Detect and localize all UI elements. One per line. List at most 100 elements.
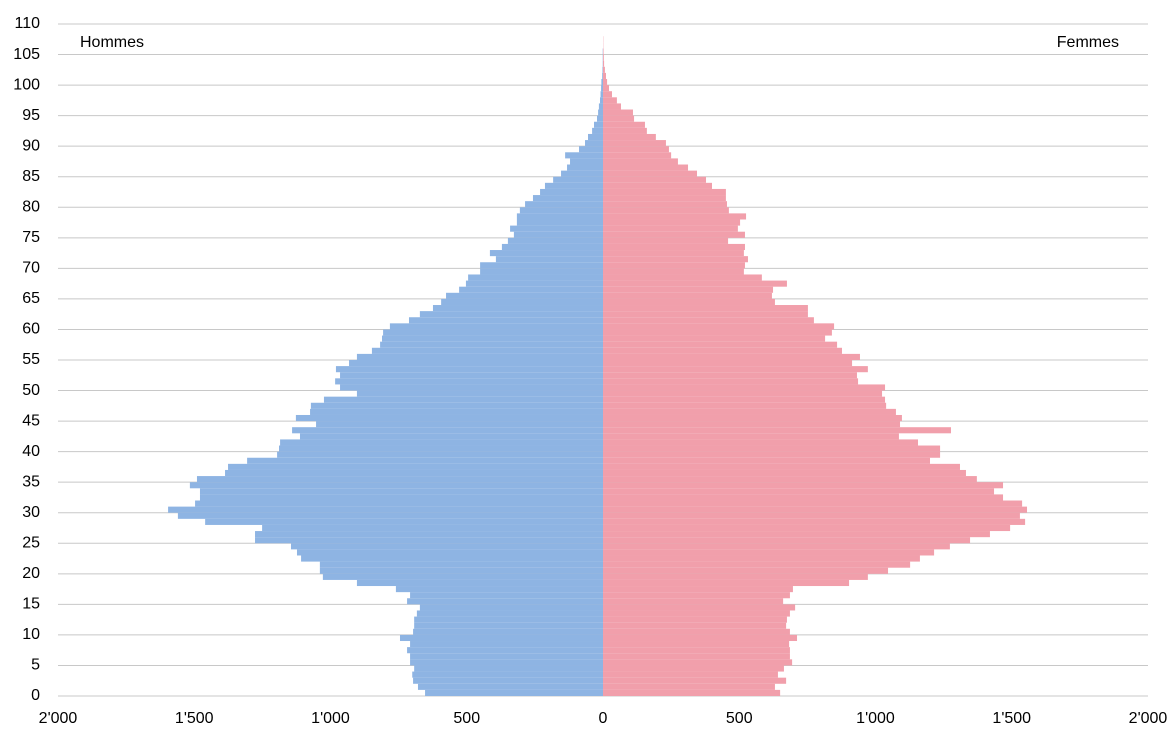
- bar: [603, 103, 621, 110]
- bar: [603, 408, 896, 415]
- bar: [603, 402, 887, 409]
- bar: [413, 677, 603, 684]
- bar: [295, 414, 603, 422]
- bar: [603, 469, 966, 477]
- bar: [340, 384, 603, 391]
- bar: [177, 512, 603, 519]
- bar: [603, 146, 669, 153]
- y-tick-label: 100: [13, 76, 40, 93]
- bar: [495, 256, 603, 263]
- bar: [603, 451, 941, 458]
- bar: [603, 604, 796, 611]
- y-tick-label: 45: [22, 412, 40, 429]
- bar: [603, 677, 787, 684]
- bar: [603, 500, 1023, 507]
- bar: [407, 647, 603, 654]
- bar: [598, 109, 603, 116]
- x-tick-label: 0: [599, 710, 608, 727]
- y-tick-label: 40: [22, 443, 40, 460]
- legend-label: Femmes: [1057, 34, 1119, 51]
- bar: [603, 268, 744, 275]
- bar: [399, 634, 603, 642]
- bar: [507, 237, 603, 244]
- bar: [603, 512, 1020, 519]
- bar: [603, 463, 960, 470]
- bar: [410, 641, 603, 648]
- bar: [603, 378, 859, 385]
- bar: [228, 463, 604, 470]
- bar: [532, 195, 603, 202]
- bar: [603, 305, 808, 312]
- bar: [603, 78, 608, 86]
- bar: [603, 384, 886, 391]
- y-tick-label: 0: [31, 687, 40, 704]
- y-tick-label: 80: [22, 198, 40, 215]
- bar: [603, 488, 995, 495]
- bar: [603, 140, 666, 147]
- x-tick-label: 500: [726, 710, 753, 727]
- bar: [600, 91, 603, 98]
- bar: [603, 317, 814, 324]
- bar: [603, 335, 826, 342]
- bar: [600, 97, 603, 104]
- bar: [380, 341, 603, 348]
- bar: [570, 158, 603, 165]
- bar: [340, 372, 603, 379]
- bar: [567, 164, 603, 171]
- bar: [603, 683, 775, 690]
- y-tick-label: 10: [22, 626, 40, 643]
- bar: [603, 579, 850, 587]
- bar: [561, 170, 603, 177]
- bar: [356, 353, 603, 360]
- bar: [468, 274, 603, 281]
- bar: [603, 390, 883, 397]
- bar: [602, 72, 603, 79]
- bar: [425, 689, 603, 696]
- bar: [205, 518, 603, 525]
- bar: [603, 115, 635, 122]
- y-tick-label: 110: [14, 15, 40, 32]
- bar: [603, 665, 784, 672]
- x-tick-label: 500: [453, 710, 480, 727]
- bar: [601, 78, 603, 86]
- bar: [603, 72, 606, 79]
- bar: [417, 683, 603, 690]
- bar: [603, 85, 609, 92]
- y-tick-label: 70: [22, 260, 40, 277]
- bar: [603, 433, 899, 440]
- bar: [603, 164, 689, 171]
- y-tick-label: 85: [22, 168, 40, 185]
- bar: [459, 286, 603, 293]
- bar: [603, 414, 902, 422]
- bar: [597, 115, 603, 122]
- bar: [603, 396, 886, 403]
- bar: [603, 237, 729, 244]
- bar: [598, 103, 603, 110]
- y-tick-label: 75: [22, 229, 40, 246]
- bar: [603, 628, 790, 635]
- bar: [585, 140, 603, 147]
- bar: [603, 250, 744, 257]
- bar: [603, 292, 772, 299]
- bar: [603, 262, 745, 269]
- bar: [290, 543, 603, 550]
- bar: [480, 268, 603, 275]
- bar: [603, 537, 971, 544]
- bar: [395, 586, 603, 593]
- bar: [603, 121, 645, 128]
- y-tick-label: 65: [22, 290, 40, 307]
- bar: [189, 482, 603, 489]
- bar: [603, 176, 707, 183]
- bar: [603, 506, 1028, 513]
- bar: [510, 225, 603, 232]
- bar: [603, 634, 798, 642]
- bar: [349, 360, 603, 367]
- bar: [602, 66, 603, 73]
- bar: [601, 85, 603, 92]
- bar: [255, 531, 603, 538]
- bar: [407, 598, 603, 605]
- bar: [603, 323, 835, 330]
- bar: [408, 317, 603, 324]
- bar: [603, 280, 787, 287]
